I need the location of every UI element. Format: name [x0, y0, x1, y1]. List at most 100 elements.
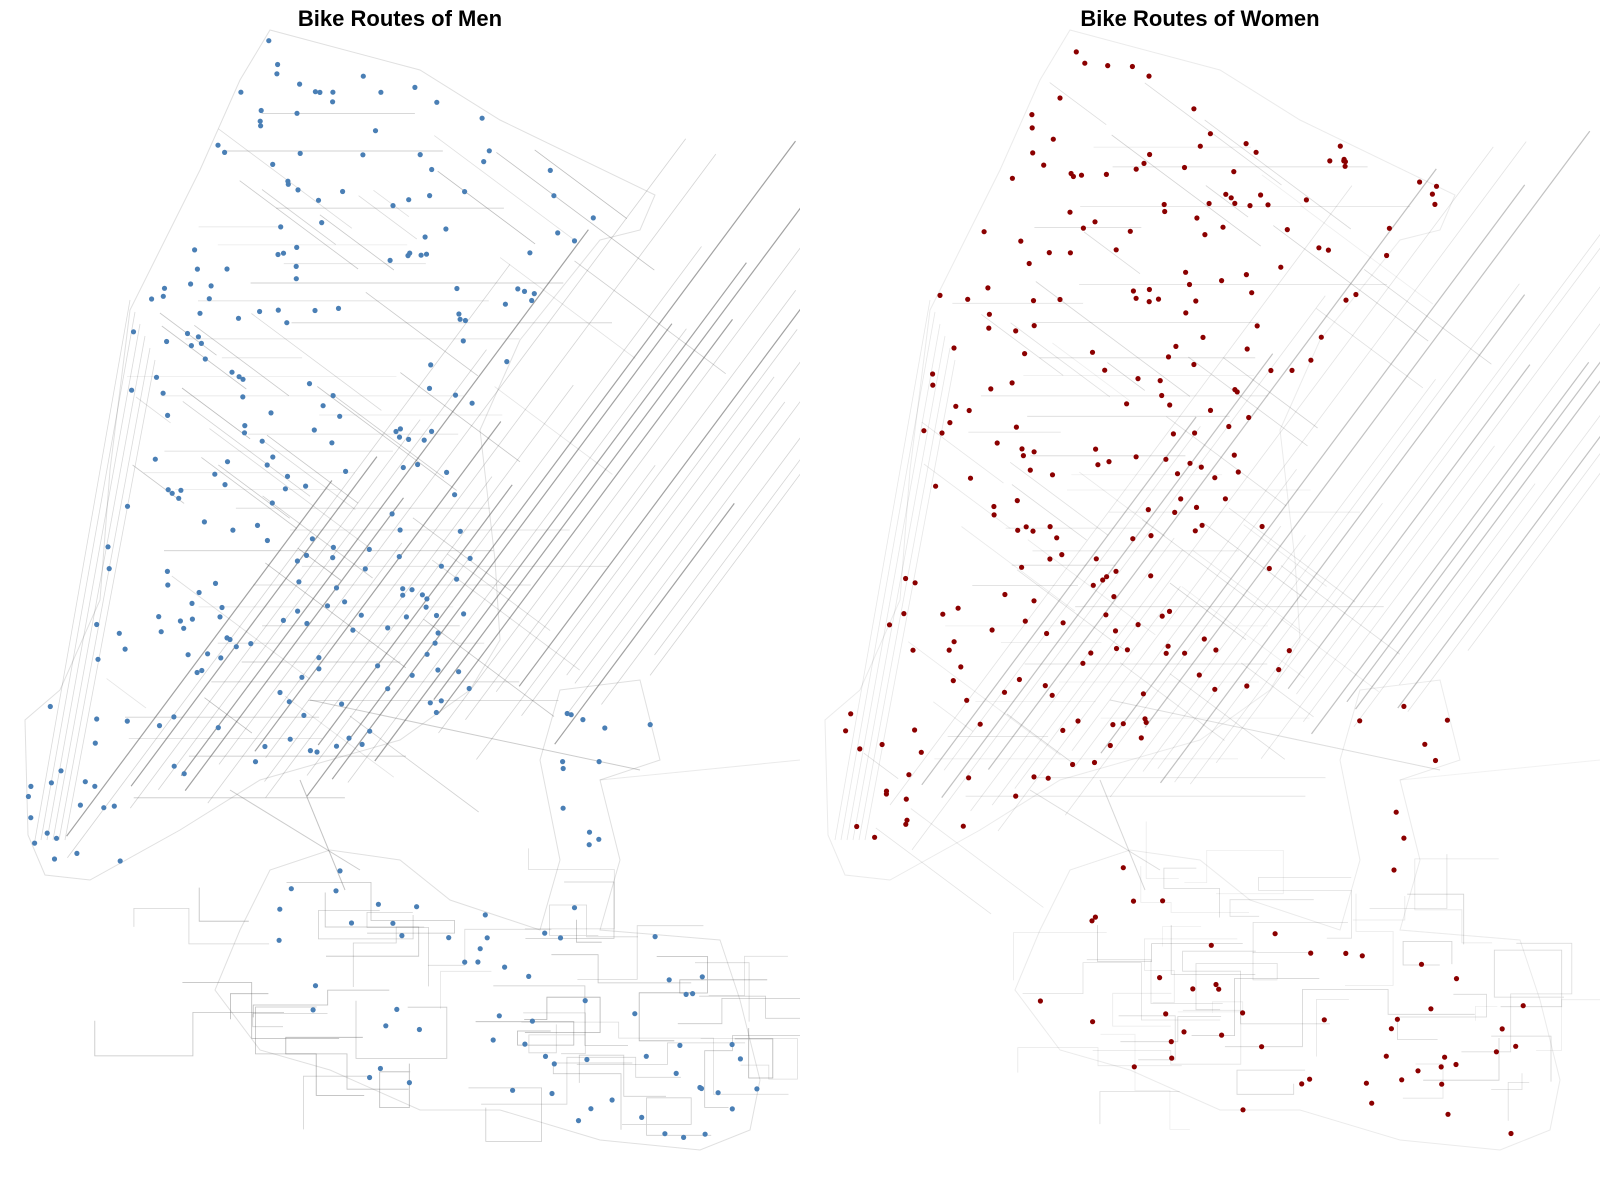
station-dot	[164, 338, 170, 345]
avenue-route	[374, 262, 747, 762]
station-dot	[1284, 227, 1290, 233]
station-dot	[964, 697, 970, 703]
avenue-route	[306, 140, 796, 797]
station-dot	[903, 575, 909, 582]
station-dot	[1046, 250, 1052, 256]
station-dot	[293, 263, 299, 269]
bridge-route	[1399, 759, 1600, 781]
station-dot	[481, 159, 487, 165]
brooklyn-route	[1013, 932, 1107, 981]
avenue-route	[1215, 247, 1600, 764]
brooklyn-route	[1397, 993, 1487, 1040]
station-dot	[252, 759, 259, 765]
street-route	[317, 386, 457, 491]
station-dot	[1429, 191, 1435, 197]
street-route	[863, 752, 899, 780]
avenue-route	[331, 323, 673, 780]
station-dot	[1088, 650, 1094, 656]
station-dot	[1219, 1032, 1225, 1038]
station-dot	[1161, 201, 1167, 208]
station-dot	[1090, 582, 1096, 588]
station-dot	[346, 735, 352, 741]
station-dot	[1146, 286, 1152, 293]
station-dot	[188, 281, 194, 287]
station-dot	[409, 587, 415, 593]
westside-route	[852, 335, 946, 841]
station-dot	[542, 1053, 549, 1059]
station-dot	[423, 251, 430, 257]
station-dot	[1432, 201, 1438, 207]
station-dot	[588, 1106, 594, 1112]
station-dot	[475, 959, 481, 965]
station-dot	[681, 1134, 687, 1140]
station-dot	[454, 285, 460, 292]
station-dot	[1162, 208, 1168, 215]
station-dot	[1041, 162, 1047, 168]
station-dot	[44, 830, 50, 836]
avenue-route	[601, 437, 800, 705]
street-route	[1243, 524, 1327, 587]
station-dot	[424, 651, 430, 657]
avenue-route	[184, 497, 404, 791]
street-route	[1009, 461, 1109, 536]
station-dot	[423, 604, 429, 610]
station-dot	[337, 413, 343, 419]
street-route	[204, 697, 253, 734]
station-dot	[287, 736, 293, 742]
station-dot	[277, 906, 283, 912]
avenue-route	[1302, 323, 1600, 722]
street-route	[201, 457, 298, 529]
street-route	[981, 314, 1064, 376]
station-dot	[372, 128, 379, 134]
street-route	[496, 152, 655, 271]
station-dot	[457, 528, 463, 534]
street-route	[239, 180, 359, 270]
brooklyn-route	[1162, 926, 1202, 947]
station-dot	[383, 1023, 389, 1029]
station-dot	[1198, 464, 1204, 470]
station-dot	[1016, 676, 1022, 683]
avenue-route	[1260, 445, 1495, 760]
station-dot	[1131, 1064, 1137, 1070]
station-dot	[1299, 1081, 1305, 1087]
station-dot	[152, 456, 158, 462]
station-dot	[1422, 741, 1428, 747]
avenue-route	[1109, 534, 1306, 798]
street-route	[494, 386, 613, 475]
station-dot	[1157, 975, 1163, 981]
station-dot	[48, 780, 55, 786]
avenue-route	[1071, 141, 1527, 752]
station-dot	[886, 622, 893, 628]
avenue-route	[1287, 364, 1531, 690]
station-dot	[105, 544, 111, 550]
street-route	[330, 392, 445, 478]
station-dot	[219, 604, 225, 611]
station-dot	[378, 89, 384, 95]
station-dot	[953, 403, 959, 409]
station-dot	[1265, 202, 1271, 208]
station-dot	[946, 647, 952, 653]
street-route	[171, 575, 311, 680]
station-dot	[1014, 498, 1020, 504]
station-dot	[702, 1131, 708, 1137]
station-dot	[215, 142, 221, 148]
street-route	[1169, 582, 1247, 641]
station-dot	[258, 107, 264, 114]
station-dot	[303, 552, 310, 559]
station-dot	[238, 89, 244, 95]
station-dot	[1133, 454, 1139, 460]
avenue-route	[1014, 146, 1494, 789]
street-route	[319, 214, 395, 271]
station-dot	[1172, 509, 1178, 515]
station-dot	[951, 639, 957, 645]
station-dot	[171, 714, 177, 720]
station-dot	[324, 603, 331, 609]
station-dot	[1103, 612, 1109, 618]
station-dot	[1027, 467, 1033, 473]
station-dot	[303, 483, 309, 489]
street-route	[1027, 539, 1156, 636]
station-dot	[1002, 591, 1008, 598]
station-dot	[596, 836, 602, 842]
avenue-route	[265, 153, 717, 759]
station-dot	[1067, 250, 1073, 256]
